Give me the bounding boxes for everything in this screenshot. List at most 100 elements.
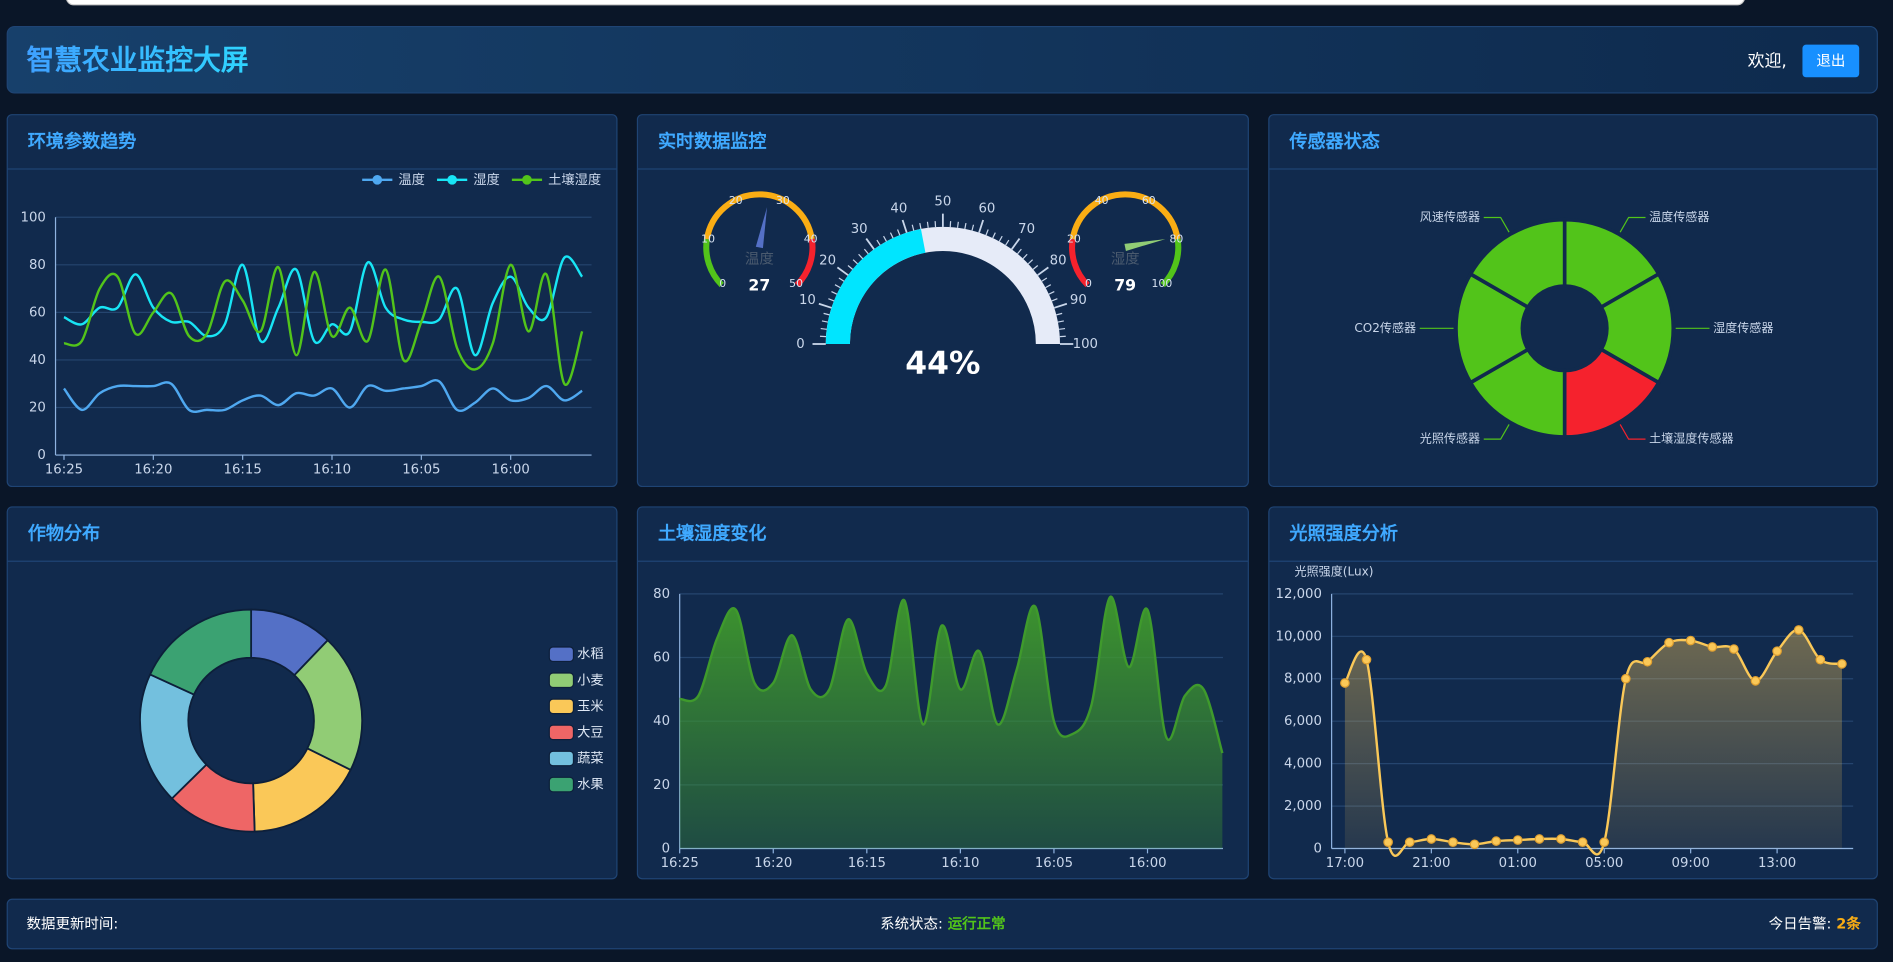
gauge-minor-tick — [1056, 312, 1063, 316]
point — [1556, 834, 1566, 844]
gauge-band — [703, 238, 725, 288]
panel-title: 实时数据监控 — [658, 130, 767, 152]
gauge-minor-tick — [820, 327, 827, 330]
gauge-minor-tick — [1022, 253, 1028, 260]
x-tick-label: 16:00 — [1128, 856, 1166, 871]
point — [1512, 835, 1523, 845]
legend-label: 水稻 — [577, 646, 604, 662]
gauge-minor-tick — [1027, 259, 1034, 265]
alert-label: 今日告警: — [1769, 916, 1832, 933]
point — [1664, 637, 1674, 648]
point — [1772, 646, 1782, 656]
gauge-tick — [978, 219, 985, 233]
point — [1815, 654, 1826, 665]
x-tick-label: 16:15 — [224, 463, 262, 478]
gauge-tick — [1037, 266, 1049, 276]
gauge-minor-tick — [838, 277, 845, 282]
gauge-tick-label: 20 — [1067, 232, 1081, 245]
y-axis-name: 光照强度(Lux) — [1295, 564, 1374, 579]
gauge-tick-label: 80 — [1170, 232, 1184, 245]
gauge-pointer — [755, 207, 768, 249]
gauge-minor-tick — [998, 235, 1003, 242]
point — [1469, 839, 1480, 850]
x-tick-label: 13:00 — [1758, 856, 1796, 871]
panel-title: 环境参数趋势 — [28, 130, 137, 152]
gauge-minor-tick — [1005, 239, 1010, 246]
leader-line — [1619, 424, 1646, 440]
legend-label: 土壤湿度 — [548, 171, 601, 188]
gauge-minor-tick — [911, 224, 915, 231]
point — [1793, 625, 1804, 635]
gauge-tick — [818, 302, 832, 309]
area — [1344, 629, 1842, 856]
pie-slice — [1454, 272, 1530, 385]
gauge-tick-label: 0 — [796, 337, 804, 352]
legend-label: 玉米 — [577, 698, 604, 714]
point — [1621, 673, 1631, 684]
x-tick-label: 16:05 — [402, 463, 440, 478]
logout-label[interactable]: 退出 — [1816, 53, 1845, 70]
point — [1729, 644, 1739, 654]
x-tick-label: 16:10 — [941, 856, 979, 871]
area — [679, 596, 1223, 849]
gauge-tick-label: 20 — [819, 253, 836, 268]
legend-label: 大豆 — [577, 724, 604, 740]
leader-line — [1483, 216, 1510, 233]
panel — [636, 114, 1249, 488]
gauge-tick — [1053, 302, 1068, 309]
legend-swatch — [548, 724, 575, 741]
gauge-value: 44% — [905, 346, 980, 382]
gauge-band — [1069, 191, 1181, 240]
gauge-band — [794, 238, 816, 288]
browser-bar — [66, 0, 1745, 6]
y-tick-label: 80 — [29, 258, 46, 273]
x-tick-label: 16:25 — [45, 463, 83, 478]
y-tick-label: 12,000 — [1276, 587, 1322, 602]
legend-swatch — [548, 646, 575, 663]
legend-label: 温度 — [398, 172, 425, 188]
logout-button[interactable] — [1802, 44, 1860, 78]
x-tick-label: 16:20 — [134, 463, 172, 478]
gauge-tick-label: 30 — [851, 222, 868, 237]
gauge-minor-tick — [1051, 298, 1058, 302]
gauge-minor-tick — [828, 298, 835, 302]
gauge-minor-tick — [1058, 327, 1066, 330]
pie-slice — [1562, 347, 1661, 439]
gauge-value: 27 — [748, 276, 770, 295]
gauge-minor-tick — [834, 284, 841, 289]
x-tick-label: 09:00 — [1672, 856, 1710, 871]
page-title: 智慧农业监控大屏 — [27, 44, 249, 77]
welcome: 欢迎, — [1748, 51, 1787, 71]
panel — [1268, 114, 1878, 488]
alert-count: 2条 — [1836, 915, 1861, 933]
gauge-tick-label: 100 — [1152, 277, 1173, 290]
point — [1383, 837, 1393, 848]
gauge-tick-label: 0 — [1085, 277, 1092, 290]
pie-slice — [1468, 217, 1567, 309]
gauge-minor-tick — [971, 224, 975, 231]
gauge-tick-label: 10 — [799, 293, 816, 308]
gauge-tick-label: 50 — [934, 195, 951, 210]
y-tick-label: 80 — [653, 587, 670, 602]
update-label: 数据更新时间: — [27, 916, 119, 933]
line — [63, 255, 584, 357]
y-tick-label: 10,000 — [1276, 629, 1322, 644]
point — [1707, 642, 1718, 652]
gauge-tick-label: 70 — [1018, 222, 1035, 237]
y-tick-label: 2,000 — [1284, 799, 1322, 814]
point — [1491, 836, 1501, 846]
panel-title: 作物分布 — [28, 523, 100, 545]
gauge-minor-tick — [847, 265, 854, 270]
gauge-tick-label: 100 — [1073, 337, 1098, 352]
point — [1642, 656, 1653, 667]
y-tick-label: 8,000 — [1284, 672, 1322, 687]
legend-label: 湿度 — [473, 172, 500, 188]
legend-label: 小麦 — [577, 672, 604, 688]
gauge-tick — [901, 219, 908, 233]
gauge-tick-label: 0 — [719, 277, 726, 290]
line — [63, 263, 584, 386]
panel — [6, 114, 618, 488]
gauge-minor-tick — [883, 235, 887, 242]
gauge-name: 温度 — [745, 251, 774, 268]
legend-icon — [522, 175, 532, 185]
